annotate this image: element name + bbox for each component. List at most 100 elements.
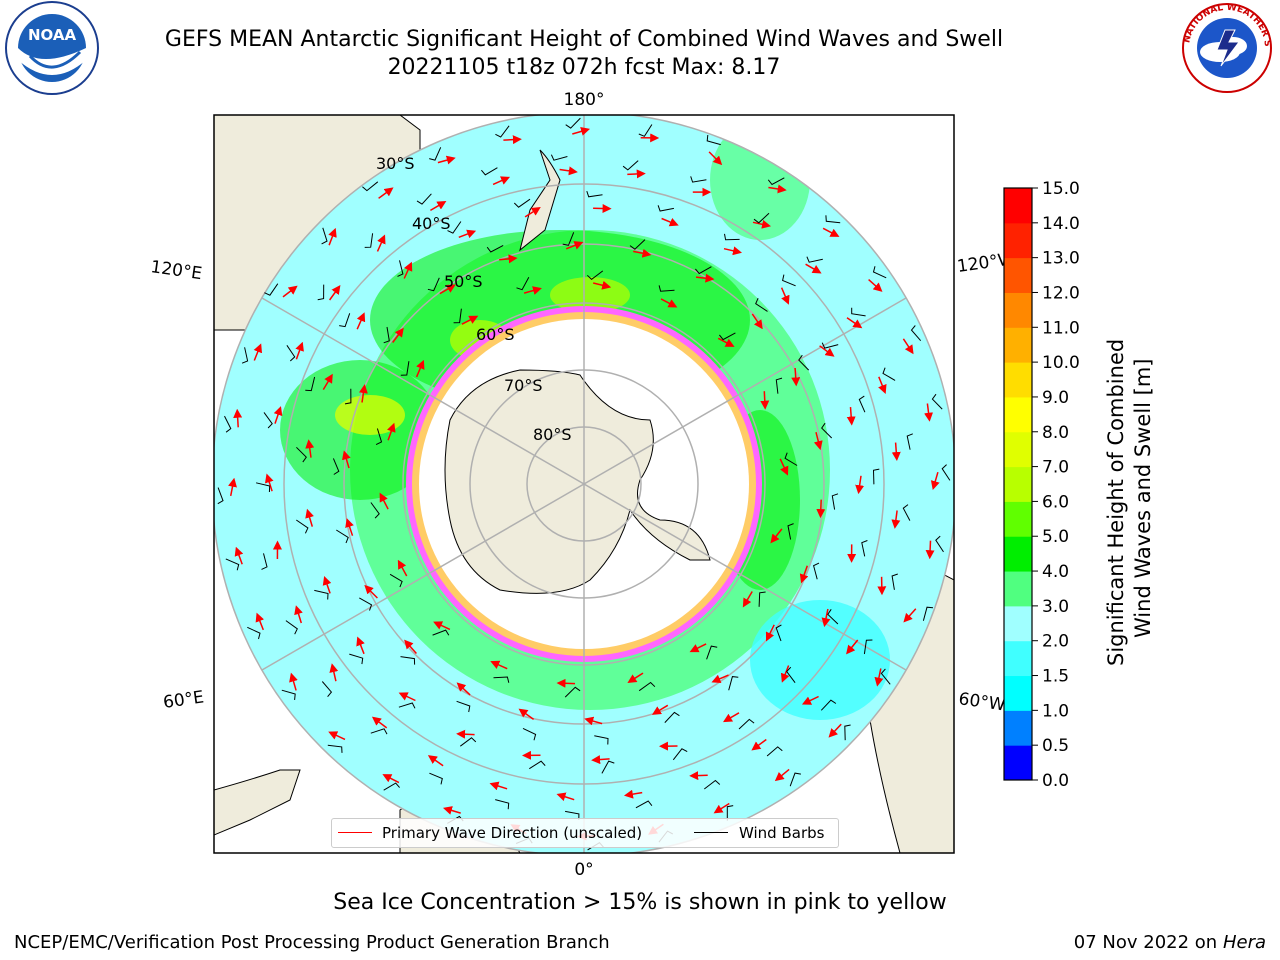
wind-barb <box>481 167 498 176</box>
wind-barb <box>755 298 768 312</box>
wind-barb <box>529 760 546 770</box>
wind-barb <box>321 227 328 245</box>
wave-arrow <box>878 376 887 394</box>
wave-arrow <box>433 621 451 631</box>
wind-barb <box>314 589 329 600</box>
wave-arrow <box>822 227 840 237</box>
wind-barb <box>902 504 911 521</box>
wind-barb <box>389 573 403 588</box>
meridian-lines <box>261 115 907 853</box>
wave-arrow <box>627 169 646 179</box>
wind-barb <box>831 493 839 510</box>
colorbar-tick-label: 2.0 <box>1042 632 1069 652</box>
wind-barb <box>726 805 734 821</box>
wind-barb <box>813 562 820 580</box>
wave-arrow <box>660 298 678 308</box>
colorbar-tick-label: 12.0 <box>1042 283 1080 303</box>
wave-arrow <box>282 285 298 298</box>
colorbar-tick-label: 0.0 <box>1042 771 1069 791</box>
lat-label-60s: 60°S <box>476 325 515 344</box>
wind-barb <box>400 361 410 376</box>
wind-barb <box>522 727 537 741</box>
wave-arrow <box>356 312 366 330</box>
wind-barb <box>753 212 770 224</box>
wave-arrow <box>559 166 578 176</box>
wave-arrow <box>322 373 333 390</box>
wave-arrow <box>358 384 368 403</box>
wave-arrow <box>490 660 508 670</box>
wave-arrow <box>695 273 715 283</box>
wave-arrow <box>723 246 742 256</box>
wind-barb <box>787 523 794 540</box>
wave-arrow <box>780 665 790 683</box>
wave-arrow <box>816 499 826 519</box>
colorbar-block <box>1004 431 1032 468</box>
colorbar-block <box>1004 675 1032 711</box>
wind-barb <box>775 377 783 394</box>
colorbar: 0.0 0.5 1.0 1.5 2.0 3.0 4.0 5.0 6.0 7.0 8.0 9.0 10.0… <box>1003 180 1155 791</box>
wave-arrow <box>228 477 237 497</box>
wave-arrow <box>322 575 332 594</box>
wind-barb <box>305 376 316 392</box>
wave-arrow <box>821 608 831 628</box>
wave-arrow <box>387 422 396 441</box>
wind-barb <box>296 519 309 534</box>
wind-barb <box>286 345 296 362</box>
wave-arrow <box>623 789 643 799</box>
wind-barb <box>447 221 462 234</box>
wind-barb <box>784 452 798 466</box>
colorbar-block <box>1004 536 1032 572</box>
wind-barb <box>872 468 880 485</box>
wind-barb <box>657 205 674 212</box>
wind-barb <box>638 124 653 137</box>
wave-arrow <box>503 135 522 145</box>
wind-barb <box>798 354 810 371</box>
lat-label-50s: 50°S <box>444 272 483 291</box>
lat-label-70s: 70°S <box>504 376 543 395</box>
wave-arrow <box>427 755 444 767</box>
wave-arrow <box>780 287 790 305</box>
colorbar-block <box>1004 188 1032 224</box>
colorbar-tick-label: 4.0 <box>1042 562 1069 582</box>
wave-arrow <box>328 227 337 246</box>
colorbar-block <box>1004 292 1032 328</box>
wind-barb <box>758 591 766 607</box>
wind-barb <box>706 134 721 146</box>
wind-barb <box>941 464 951 481</box>
colorbar-tick-label: 10.0 <box>1042 353 1080 373</box>
wind-barb <box>432 629 450 636</box>
wind-barb <box>782 274 796 287</box>
wind-barb <box>349 653 364 665</box>
wave-arrow <box>415 359 425 378</box>
wave-arrow <box>234 546 244 565</box>
wind-barbs-legend-label: Wind Barbs <box>739 824 825 842</box>
wave-arrow <box>364 584 378 599</box>
wave-arrow <box>828 723 842 738</box>
wave-arrow <box>891 442 901 461</box>
wave-arrow <box>591 755 610 765</box>
wave-arrow <box>774 768 790 782</box>
wave-arrow <box>902 338 914 355</box>
lat-label-40s: 40°S <box>412 214 451 233</box>
noaa-logo-text: NOAA <box>28 26 77 44</box>
wave-arrow <box>328 731 346 741</box>
wind-barb <box>429 772 443 785</box>
wave-arrow <box>442 806 461 815</box>
wave-arrow <box>846 639 859 655</box>
wind-barb <box>285 620 298 635</box>
wave-arrow <box>924 403 934 422</box>
wind-barb <box>672 748 688 761</box>
wave-arrow <box>392 327 404 343</box>
wave-arrow <box>627 672 644 684</box>
wind-barb <box>719 332 736 341</box>
nws-logo-icon: NATIONAL WEATHER SERVICE <box>1175 0 1272 93</box>
wind-barb <box>935 535 944 553</box>
colorbar-block <box>1004 396 1032 433</box>
wind-barb <box>513 198 531 208</box>
wave-arrow <box>342 450 351 469</box>
wind-barb <box>695 266 712 275</box>
wave-arrow <box>523 286 542 295</box>
wave-arrow <box>305 508 314 527</box>
wind-barb <box>217 487 224 505</box>
